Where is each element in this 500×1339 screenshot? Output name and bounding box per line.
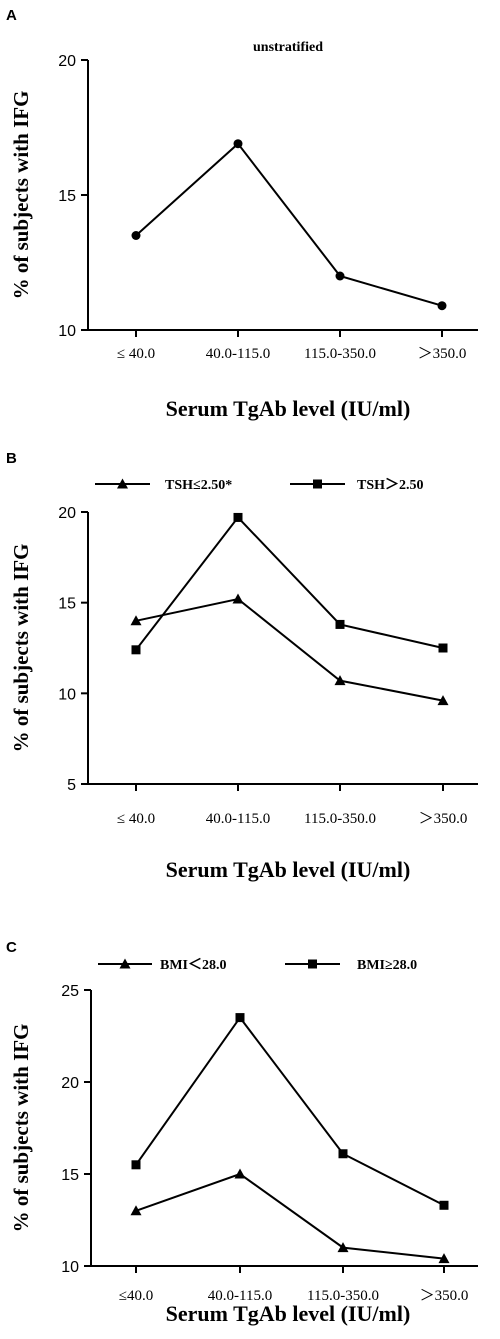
legend-label: TSH＞2.50: [357, 478, 424, 493]
y-tick-label: 15: [61, 1167, 79, 1184]
data-point-triangle: [234, 1168, 246, 1179]
data-point-circle: [437, 301, 447, 311]
data-point-square: [235, 1013, 245, 1023]
data-point-square: [338, 1149, 348, 1159]
legend-marker-square: [313, 479, 322, 489]
legend-marker-square: [308, 959, 317, 969]
x-tick-label: 40.0-115.0: [206, 346, 270, 362]
x-tick-label: ＞350.0: [420, 1288, 469, 1304]
data-point-triangle: [130, 1205, 142, 1216]
x-tick-label: 115.0-350.0: [304, 811, 376, 827]
x-tick-label: ≤ 40.0: [117, 811, 155, 827]
y-tick-label: 15: [58, 596, 76, 613]
y-tick-label: 20: [61, 1075, 79, 1092]
y-axis-title: % of subjects with IFG: [9, 91, 33, 300]
x-tick-label: 40.0-115.0: [208, 1288, 272, 1304]
x-tick-label: 115.0-350.0: [307, 1288, 379, 1304]
x-axis-title: Serum TgAb level (IU/ml): [166, 857, 411, 882]
y-axis-title: % of subjects with IFG: [9, 1024, 33, 1233]
y-tick-label: 10: [58, 686, 76, 703]
x-tick-label: ＞350.0: [418, 346, 467, 362]
data-point-square: [438, 643, 448, 653]
chart-title: unstratified: [253, 40, 323, 55]
data-point-triangle: [337, 1242, 349, 1253]
x-tick-label: ≤ 40.0: [117, 346, 155, 362]
data-point-square: [439, 1200, 449, 1210]
y-tick-label: 15: [58, 188, 76, 205]
panel-b-letter: B: [6, 450, 17, 467]
y-tick-label: 10: [58, 323, 76, 340]
x-tick-label: ≤40.0: [119, 1288, 153, 1304]
legend-marker-triangle: [119, 958, 131, 969]
data-point-triangle: [130, 615, 142, 626]
series-line-triangle: [135, 597, 444, 702]
y-tick-label: 20: [58, 53, 76, 70]
legend-label: TSH≤2.50*: [165, 478, 232, 493]
x-tick-label: 115.0-350.0: [304, 346, 376, 362]
y-axis-title: % of subjects with IFG: [9, 544, 33, 753]
data-point-triangle: [437, 695, 449, 706]
series-line-circle: [135, 142, 443, 307]
x-axis-title: Serum TgAb level (IU/ml): [166, 1301, 411, 1326]
x-tick-label: ＞350.0: [419, 811, 468, 827]
panel-a-letter: A: [6, 7, 17, 24]
data-point-square: [233, 512, 243, 522]
series-line-square: [135, 515, 444, 651]
data-point-triangle: [438, 1253, 450, 1264]
y-tick-label: 10: [61, 1259, 79, 1276]
series-line-square: [135, 1015, 445, 1207]
x-tick-label: 40.0-115.0: [206, 811, 270, 827]
x-axis-title: Serum TgAb level (IU/ml): [166, 396, 411, 421]
series-line-triangle: [135, 1172, 445, 1260]
y-tick-label: 20: [58, 505, 76, 522]
data-point-circle: [335, 271, 345, 281]
data-point-circle: [233, 139, 243, 149]
data-point-square: [131, 1160, 141, 1170]
y-tick-label: 5: [67, 777, 76, 794]
y-tick-label: 25: [61, 983, 79, 1000]
data-point-square: [131, 645, 141, 655]
legend-marker-triangle: [117, 478, 128, 489]
data-point-circle: [131, 231, 141, 240]
data-point-triangle: [232, 593, 244, 604]
data-point-square: [335, 619, 345, 629]
panel-c-letter: C: [6, 939, 17, 956]
legend-label: BMI＜28.0: [160, 958, 227, 973]
data-point-triangle: [334, 675, 346, 686]
legend-label: BMI≥28.0: [357, 958, 417, 973]
